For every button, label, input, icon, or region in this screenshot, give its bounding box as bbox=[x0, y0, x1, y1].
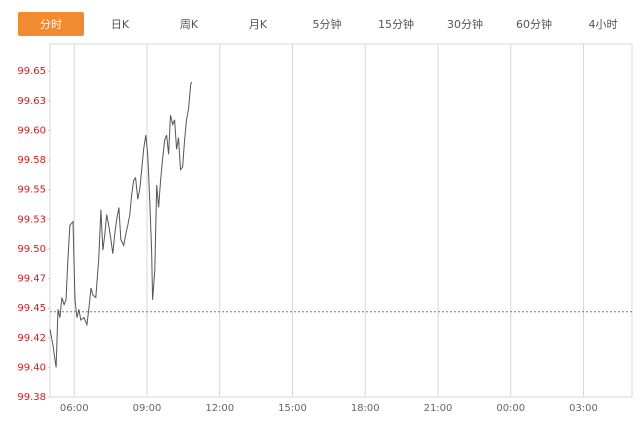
tab[interactable]: 分时 bbox=[40, 18, 62, 31]
tab[interactable]: 60分钟 bbox=[516, 17, 552, 31]
x-tick-label: 06:00 bbox=[60, 403, 89, 414]
x-tick-label: 03:00 bbox=[569, 403, 598, 414]
tab[interactable]: 4小时 bbox=[589, 18, 618, 31]
plot-frame bbox=[49, 43, 633, 398]
y-tick-label: 99.58 bbox=[17, 155, 46, 166]
tab[interactable]: 15分钟 bbox=[378, 17, 414, 31]
y-tick-label: 99.55 bbox=[17, 185, 46, 196]
y-tick-label: 99.53 bbox=[17, 214, 46, 225]
y-tick-label: 99.65 bbox=[17, 66, 46, 77]
x-tick-label: 18:00 bbox=[351, 403, 380, 414]
x-tick-label: 00:00 bbox=[496, 403, 525, 414]
tab-active-bg bbox=[18, 12, 84, 36]
tab[interactable]: 月K bbox=[249, 18, 268, 31]
y-tick-label: 99.50 bbox=[17, 244, 46, 255]
x-tick-label: 21:00 bbox=[424, 403, 453, 414]
y-tick-label: 99.47 bbox=[17, 274, 46, 285]
tab[interactable]: 5分钟 bbox=[313, 17, 342, 31]
y-tick-label: 99.42 bbox=[17, 333, 46, 344]
tab[interactable]: 30分钟 bbox=[447, 17, 483, 31]
y-tick-label: 99.60 bbox=[17, 125, 46, 136]
y-tick-label: 99.38 bbox=[17, 392, 46, 403]
tab[interactable]: 日K bbox=[111, 18, 130, 31]
x-tick-label: 09:00 bbox=[133, 403, 162, 414]
y-tick-label: 99.45 bbox=[17, 303, 46, 314]
x-tick-label: 12:00 bbox=[205, 403, 234, 414]
tab[interactable]: 周K bbox=[180, 18, 199, 31]
x-tick-label: 15:00 bbox=[278, 403, 307, 414]
y-tick-label: 99.63 bbox=[17, 96, 46, 107]
price-line bbox=[49, 81, 193, 368]
y-tick-label: 99.40 bbox=[17, 362, 46, 373]
